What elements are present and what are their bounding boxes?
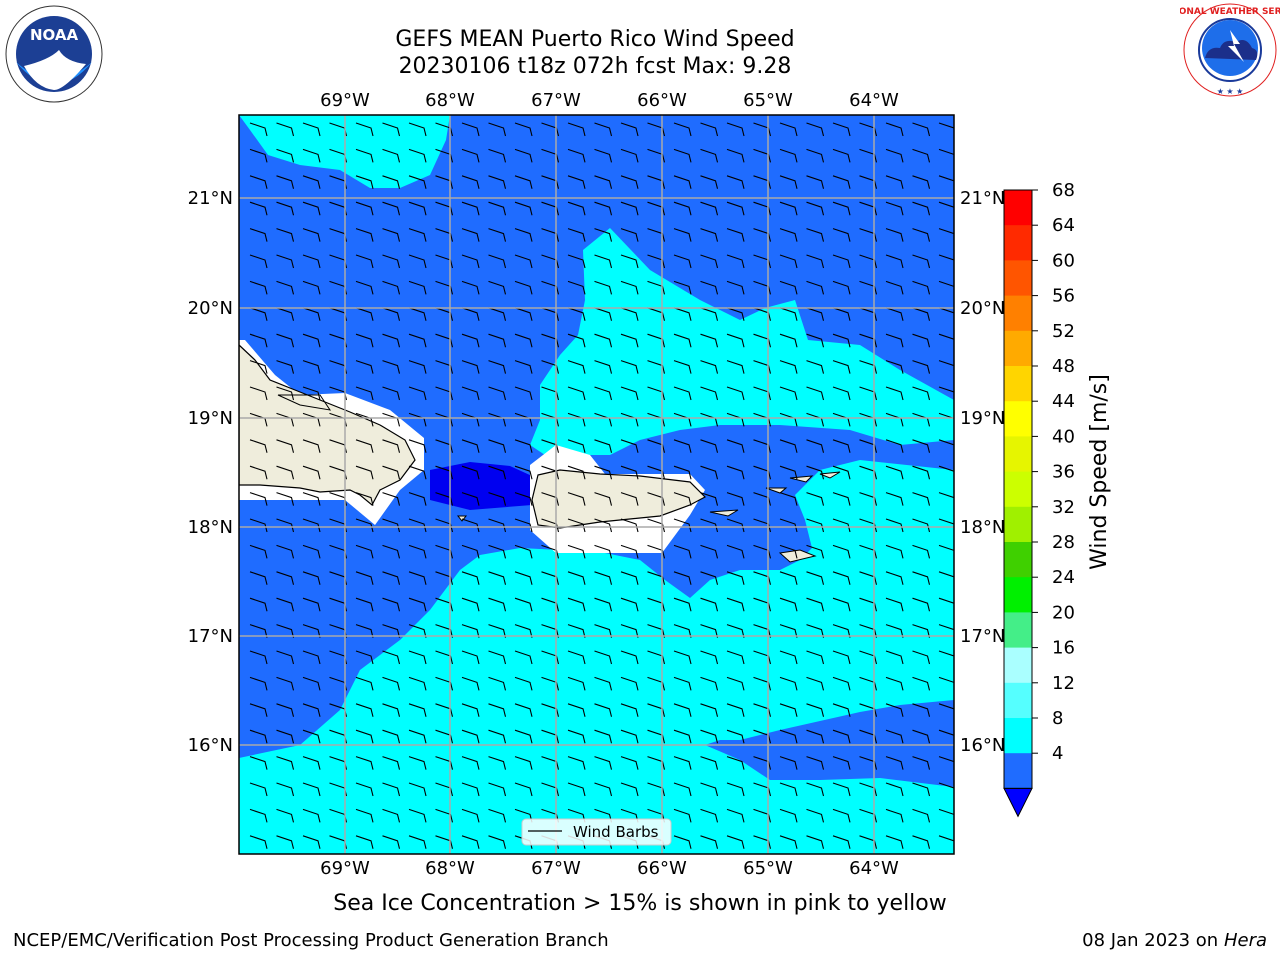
lat-label-right: 17°N	[960, 626, 1005, 647]
lat-label-left: 17°N	[188, 626, 233, 647]
colorbar-tick-label: 32	[1052, 497, 1075, 518]
colorbar-segment	[1004, 190, 1032, 226]
colorbar-segment	[1004, 260, 1032, 297]
colorbar-tick-label: 52	[1052, 321, 1075, 342]
svg-text:★ ★ ★: ★ ★ ★	[1217, 87, 1244, 96]
colorbar-segment	[1004, 330, 1032, 367]
colorbar-tick-label: 60	[1052, 250, 1075, 271]
lon-label-top: 67°W	[531, 90, 581, 111]
lon-label-top: 65°W	[743, 90, 793, 111]
colorbar-extend-arrow	[1003, 787, 1033, 818]
map-frame	[238, 114, 955, 855]
colorbar-segment	[1004, 471, 1032, 508]
land-st-croix	[778, 549, 817, 563]
colorbar-tick-label: 36	[1052, 462, 1075, 483]
colorbar-segment	[1004, 436, 1032, 473]
land-hispaniola	[239, 344, 416, 506]
lat-label-left: 16°N	[188, 735, 233, 756]
nws-logo: NATIONAL WEATHER SERVICE ★ ★ ★	[1180, 2, 1280, 98]
wind-field-8-12-n	[530, 228, 954, 455]
gridlines	[239, 115, 954, 854]
colorbar-tick-label: 16	[1052, 638, 1075, 659]
colorbar-tick-label: 20	[1052, 602, 1075, 623]
lat-label-left: 18°N	[188, 517, 233, 538]
lon-label-bottom: 68°W	[425, 858, 475, 879]
colorbar-segment	[1004, 718, 1032, 754]
wind-field-8-12-s	[239, 460, 954, 854]
colorbar-tick-label: 4	[1052, 743, 1063, 764]
colorbar-segment	[1004, 612, 1032, 649]
lat-label-right: 16°N	[960, 735, 1005, 756]
colorbar-tick-label: 68	[1052, 180, 1075, 201]
colorbar-segment	[1004, 682, 1032, 719]
footer-machine: Hera	[1223, 930, 1267, 951]
colorbar-tick-label: 24	[1052, 567, 1075, 588]
land-vieques	[709, 509, 739, 517]
legend-label: Wind Barbs	[573, 823, 659, 841]
colorbar-segment	[1004, 401, 1032, 437]
title-line-1: GEFS MEAN Puerto Rico Wind Speed	[395, 27, 795, 52]
colorbar-tick-label: 48	[1052, 356, 1075, 377]
noaa-logo: NOAA	[5, 5, 103, 103]
lon-label-top: 66°W	[637, 90, 687, 111]
colorbar-label: Wind Speed [m/s]	[1087, 374, 1112, 570]
colorbar-tick-label: 56	[1052, 286, 1075, 307]
colorbar-segment	[1004, 577, 1032, 613]
wind-barbs	[249, 122, 954, 849]
colorbar-segment	[1004, 542, 1032, 578]
lon-label-top: 64°W	[849, 90, 899, 111]
lon-label-bottom: 67°W	[531, 858, 581, 879]
lon-label-bottom: 66°W	[637, 858, 687, 879]
lat-label-right: 19°N	[960, 408, 1005, 429]
lat-label-left: 20°N	[188, 298, 233, 319]
colorbar: 68 64 60 56 52 48 44 40 36 32 28 24 20 16 12 8 4	[1003, 180, 1075, 818]
colorbar-segment	[1004, 225, 1032, 261]
noaa-text: NOAA	[30, 26, 79, 44]
title-line-2: 20230106 t18z 072h fcst Max: 9.28	[398, 54, 792, 79]
lon-label-bottom: 69°W	[320, 858, 370, 879]
colorbar-segment	[1004, 506, 1032, 543]
lat-label-left: 21°N	[188, 188, 233, 209]
lat-label-right: 21°N	[960, 188, 1005, 209]
sea-ice-caption: Sea Ice Concentration > 15% is shown in …	[333, 891, 947, 916]
nws-ring-text: NATIONAL WEATHER SERVICE	[1180, 7, 1280, 17]
lat-label-left: 19°N	[188, 408, 233, 429]
lat-label-right: 18°N	[960, 517, 1005, 538]
colorbar-segment	[1004, 295, 1032, 332]
lon-label-bottom: 64°W	[849, 858, 899, 879]
lon-label-top: 69°W	[320, 90, 370, 111]
colorbar-tick-label: 40	[1052, 426, 1075, 447]
colorbar-segment	[1004, 753, 1032, 789]
colorbar-tick-label: 64	[1052, 215, 1075, 236]
map-legend: Wind Barbs	[521, 818, 672, 846]
colorbar-tick-label: 28	[1052, 532, 1075, 553]
land-virgin-islands	[765, 471, 841, 494]
colorbar-tick-label: 8	[1052, 708, 1063, 729]
footer-date: 08 Jan 2023 on	[1082, 930, 1224, 951]
lat-label-right: 20°N	[960, 298, 1005, 319]
colorbar-segment	[1004, 366, 1032, 402]
footer-right: 08 Jan 2023 on Hera	[1082, 930, 1267, 951]
colorbar-tick-label: 44	[1052, 391, 1075, 412]
footer-left: NCEP/EMC/Verification Post Processing Pr…	[13, 930, 609, 951]
lon-label-top: 68°W	[425, 90, 475, 111]
lon-label-bottom: 65°W	[743, 858, 793, 879]
wind-field-below-4	[430, 462, 532, 510]
colorbar-tick-label: 12	[1052, 673, 1075, 694]
colorbar-segment	[1004, 647, 1032, 684]
